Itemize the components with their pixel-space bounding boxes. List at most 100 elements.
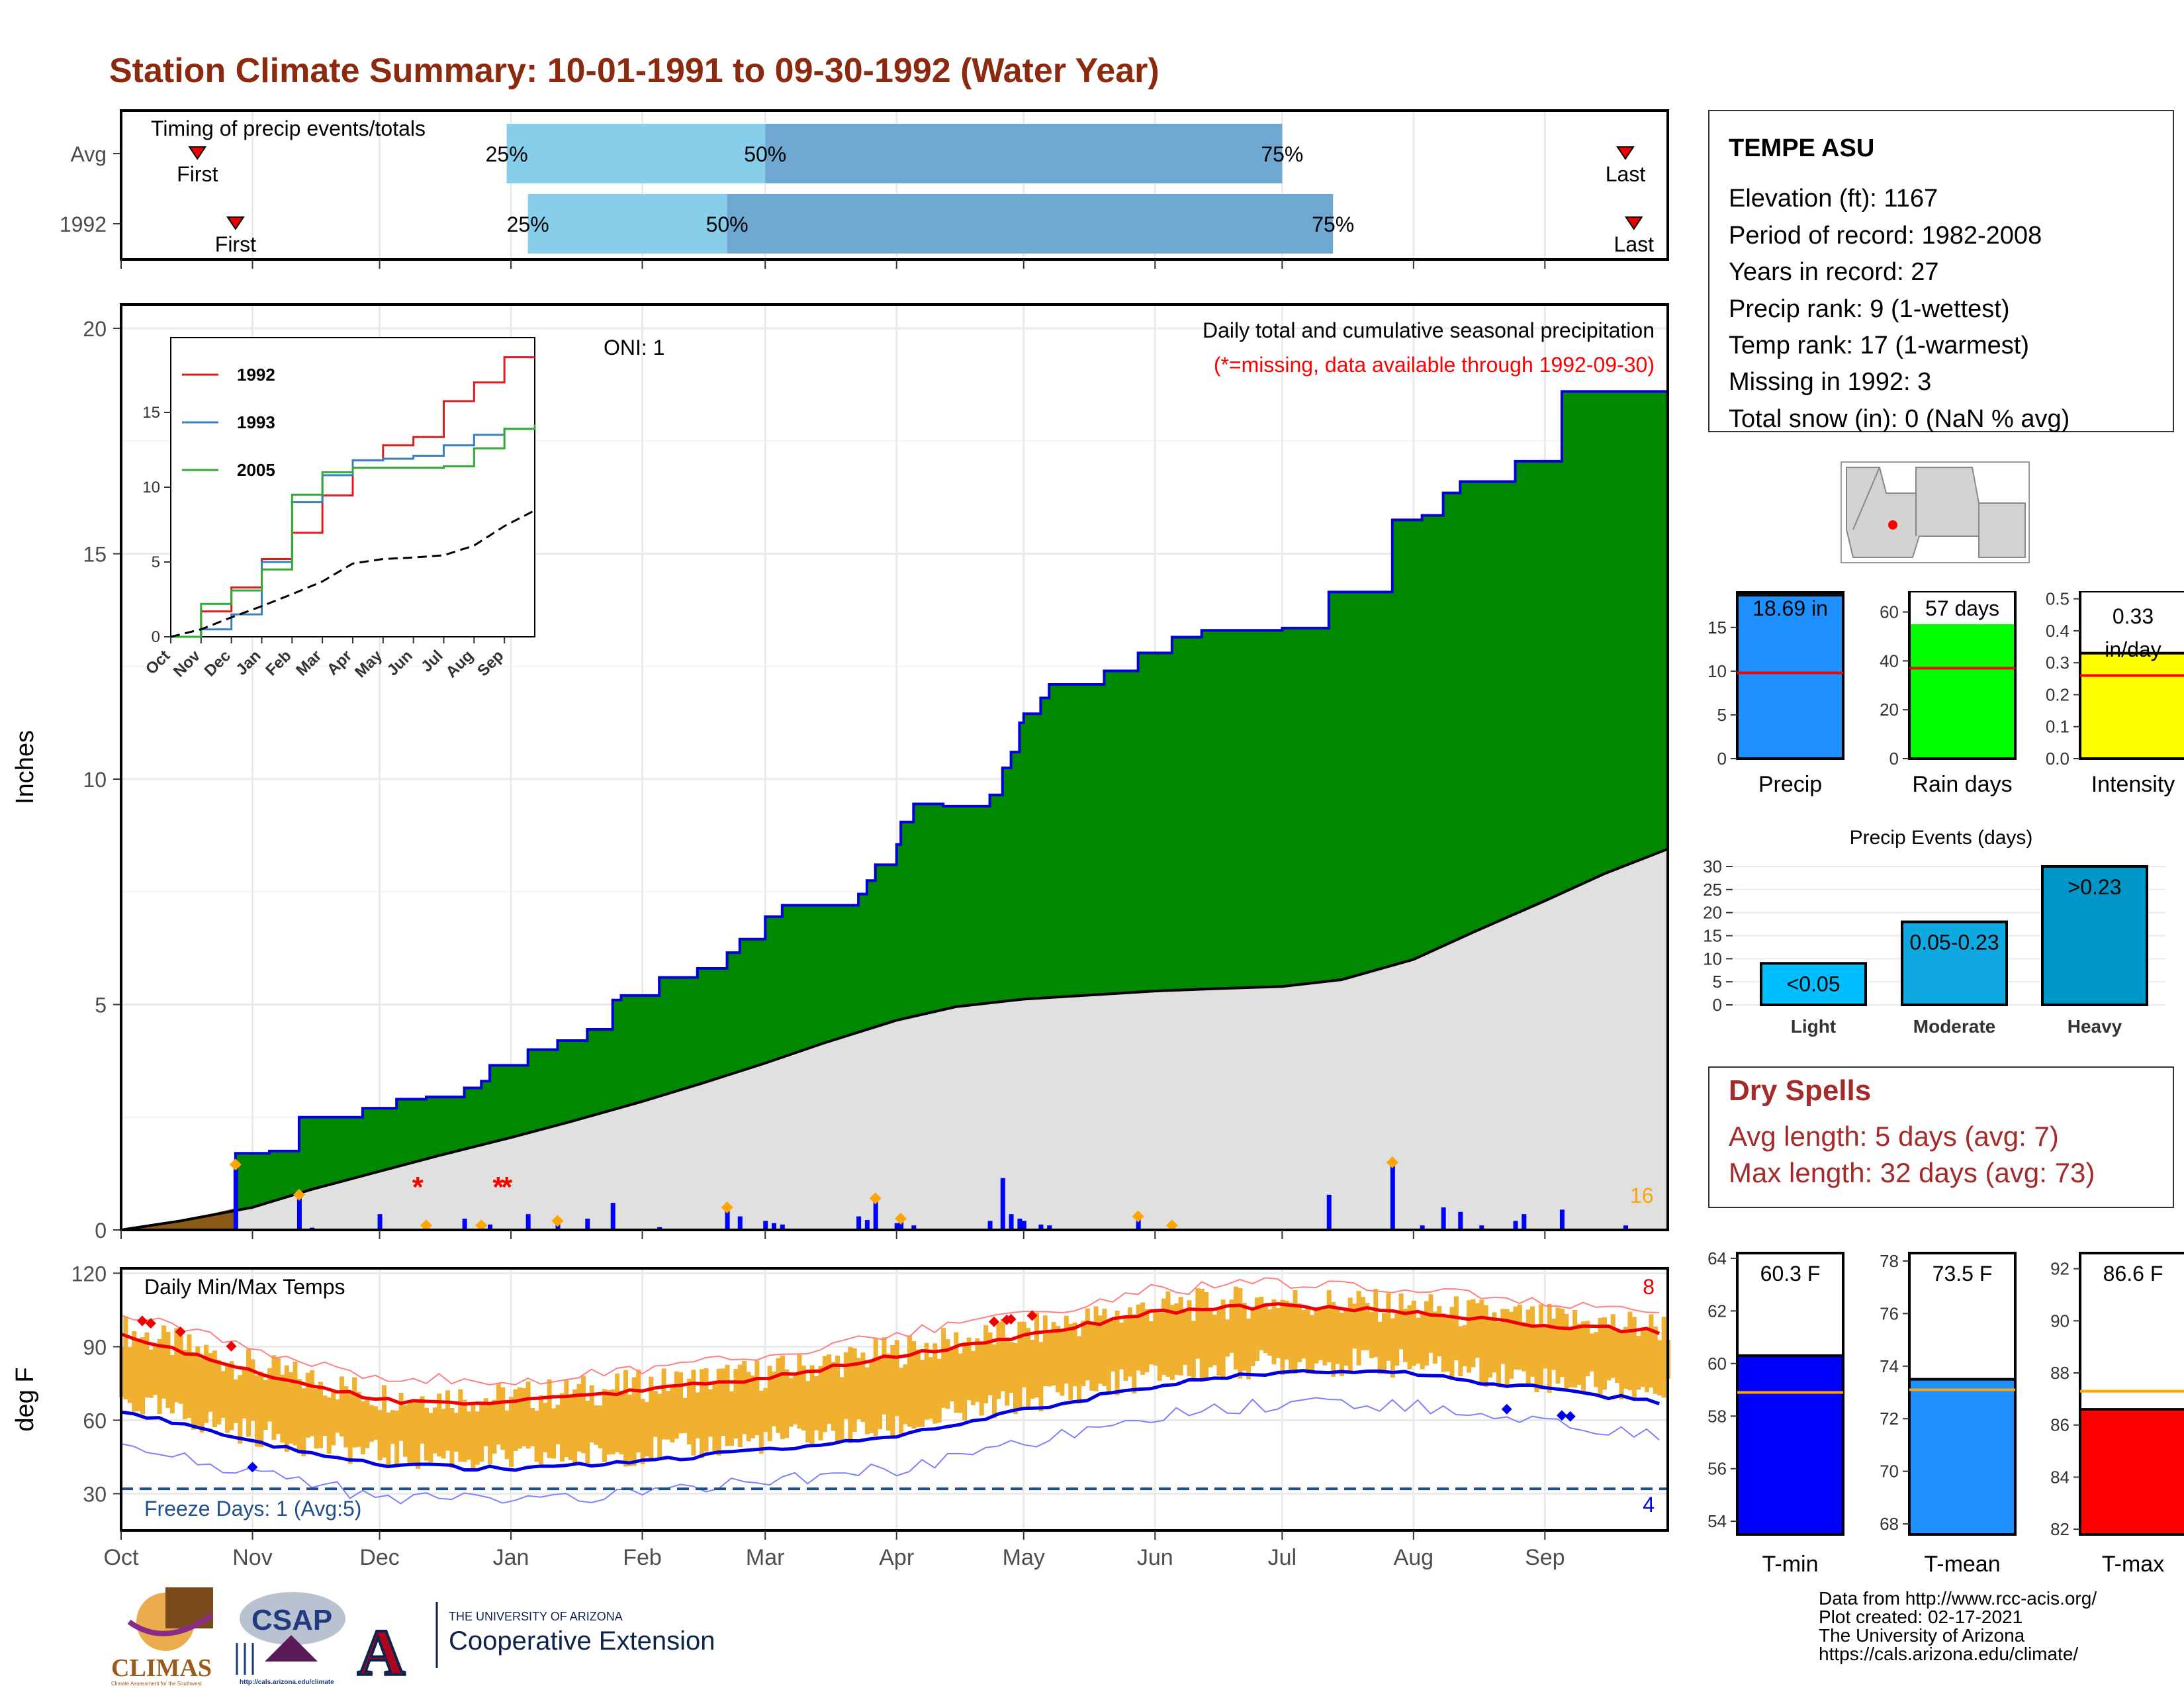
daily-temp-bar (1343, 1308, 1349, 1366)
daily-precip-bar (894, 1223, 899, 1230)
daily-temp-bar (1644, 1330, 1649, 1393)
daily-temp-bar (928, 1357, 933, 1419)
daily-temp-bar (1432, 1311, 1437, 1364)
daily-temp-bar (204, 1344, 209, 1423)
temp-summary-y-tick-label: 62 (1707, 1301, 1727, 1321)
daily-temp-bar (721, 1368, 726, 1436)
events-title: Precip Events (days) (1850, 827, 2033, 849)
daily-temp-bar (1216, 1309, 1222, 1376)
daily-temp-bar (1640, 1329, 1645, 1387)
daily-temp-bar (174, 1328, 179, 1403)
daily-temp-bar (776, 1358, 781, 1433)
daily-temp-bar (1275, 1307, 1281, 1358)
precip-subtitle: (*=missing, data available through 1992-… (1214, 353, 1655, 377)
daily-temp-bar (619, 1390, 624, 1455)
daily-precip-bar (856, 1216, 862, 1230)
daily-temp-bar (1005, 1336, 1010, 1406)
freeze-days-label: Freeze Days: 1 (Avg:5) (144, 1497, 361, 1521)
credit-line: The University of Arizona (1819, 1625, 2025, 1646)
daily-temp-bar (394, 1410, 400, 1464)
daily-temp-bar (1297, 1303, 1302, 1362)
events-bar (1901, 920, 2008, 1007)
daily-temp-bar (1098, 1315, 1103, 1384)
daily-temp-bar (1636, 1335, 1641, 1390)
dry-spells-line: Max length: 32 days (avg: 73) (1729, 1157, 2095, 1188)
daily-temp-bar (275, 1358, 281, 1434)
record-high-marker (1026, 1310, 1038, 1321)
temp-summary-bar (1908, 1378, 2017, 1536)
daily-temp-bar (1127, 1307, 1132, 1377)
daily-temp-bar (458, 1389, 463, 1462)
daily-precip-bar (1513, 1221, 1518, 1230)
record-precip-marker (721, 1201, 733, 1213)
daily-temp-bar (1619, 1329, 1624, 1399)
temp-summary-bars: 54 56 58 60 62 64 T-min 68 70 72 74 76 78 T-mean 82 84 8… (1707, 1248, 2184, 1577)
daily-temp-bar (1610, 1314, 1615, 1378)
daily-temp-bar (958, 1353, 963, 1413)
daily-temp-bar (1475, 1303, 1480, 1358)
daily-temp-bar (1068, 1323, 1073, 1401)
daily-temp-bar (1318, 1310, 1323, 1360)
daily-temp-bar (758, 1390, 764, 1454)
month-axis-label: Oct (104, 1545, 139, 1570)
events-bar-label: <0.05 (1787, 972, 1841, 996)
daily-temp-bar (360, 1401, 365, 1454)
daily-temp-bar (522, 1387, 527, 1446)
events-category-label: Light (1791, 1016, 1836, 1037)
daily-temp-bar (1174, 1303, 1179, 1375)
daily-temp-bar (1021, 1321, 1026, 1387)
daily-temp-bar (1517, 1304, 1522, 1370)
daily-temp-bar (843, 1352, 848, 1419)
daily-temp-bar (148, 1349, 154, 1398)
daily-temp-bar (949, 1349, 954, 1401)
daily-temp-bar (941, 1328, 946, 1408)
daily-temp-bar (682, 1397, 688, 1433)
daily-temp-bar (242, 1367, 247, 1419)
timing-row-label: 1992 (60, 212, 107, 236)
daily-temp-bar (1280, 1299, 1285, 1376)
daily-temp-bar (1051, 1322, 1056, 1385)
daily-temp-bar (911, 1340, 917, 1429)
daily-temp-bar (737, 1364, 743, 1447)
daily-temp-bar (797, 1354, 802, 1429)
daily-temp-bar (144, 1332, 150, 1398)
daily-temp-bar (907, 1335, 912, 1427)
month-axis-label: Jul (1268, 1545, 1297, 1570)
daily-temp-bar (1483, 1305, 1488, 1387)
temp-y-axis-label: deg F (11, 1367, 39, 1431)
daily-temp-bar (509, 1397, 514, 1467)
events-category-label: Moderate (1913, 1016, 1995, 1037)
daily-temp-bar (1453, 1296, 1459, 1360)
month-axis-label: Sep (1525, 1545, 1565, 1570)
daily-precip-bar (610, 1203, 615, 1230)
daily-temp-bar (233, 1379, 238, 1423)
missing-data-marker: * (501, 1171, 513, 1203)
first-event-marker (226, 216, 245, 230)
daily-temp-bar (920, 1360, 925, 1427)
daily-temp-bar (878, 1359, 883, 1429)
daily-temp-bar (835, 1355, 841, 1444)
temp-summary-y-tick-label: 90 (2050, 1311, 2070, 1331)
daily-temp-bar (1238, 1288, 1243, 1379)
daily-temp-bar (513, 1389, 518, 1451)
daily-temp-bar (678, 1372, 684, 1434)
record-precip-marker (420, 1219, 432, 1232)
daily-temp-bar (445, 1390, 451, 1451)
daily-precip-bar (525, 1214, 531, 1230)
daily-temp-bar (1513, 1306, 1518, 1370)
daily-temp-bar (1331, 1301, 1336, 1377)
daily-temp-bar (852, 1348, 857, 1432)
ua-cooperative-extension: Cooperative Extension (449, 1626, 715, 1656)
daily-temp-bar (1208, 1309, 1213, 1368)
station-line: Temp rank: 17 (1-warmest) (1729, 332, 2029, 359)
avg-tmin-line (120, 1369, 1661, 1472)
daily-temp-bar (970, 1350, 976, 1405)
daily-temp-bar (598, 1405, 603, 1448)
temp-summary-y-tick-label: 72 (1880, 1409, 1899, 1429)
daily-temp-bar (975, 1338, 980, 1402)
dry-spells-title: Dry Spells (1729, 1074, 1871, 1107)
daily-precip-bar (987, 1221, 993, 1230)
last-event-marker (1616, 146, 1635, 160)
daily-temp-bar (1424, 1301, 1430, 1366)
daily-temp-bar (1183, 1311, 1188, 1365)
